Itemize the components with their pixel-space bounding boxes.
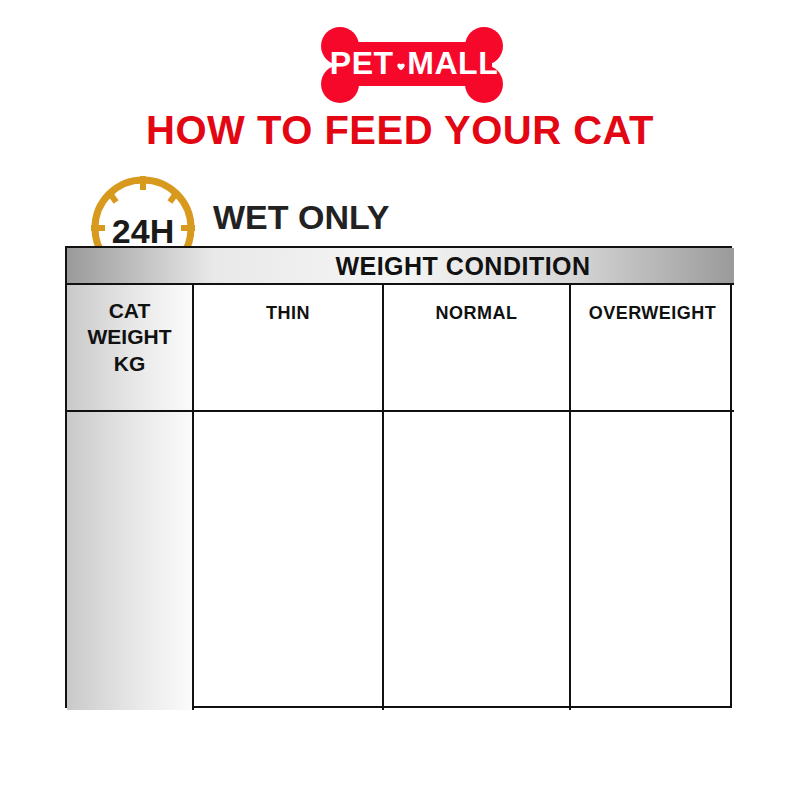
svg-text:24H: 24H — [112, 212, 174, 250]
